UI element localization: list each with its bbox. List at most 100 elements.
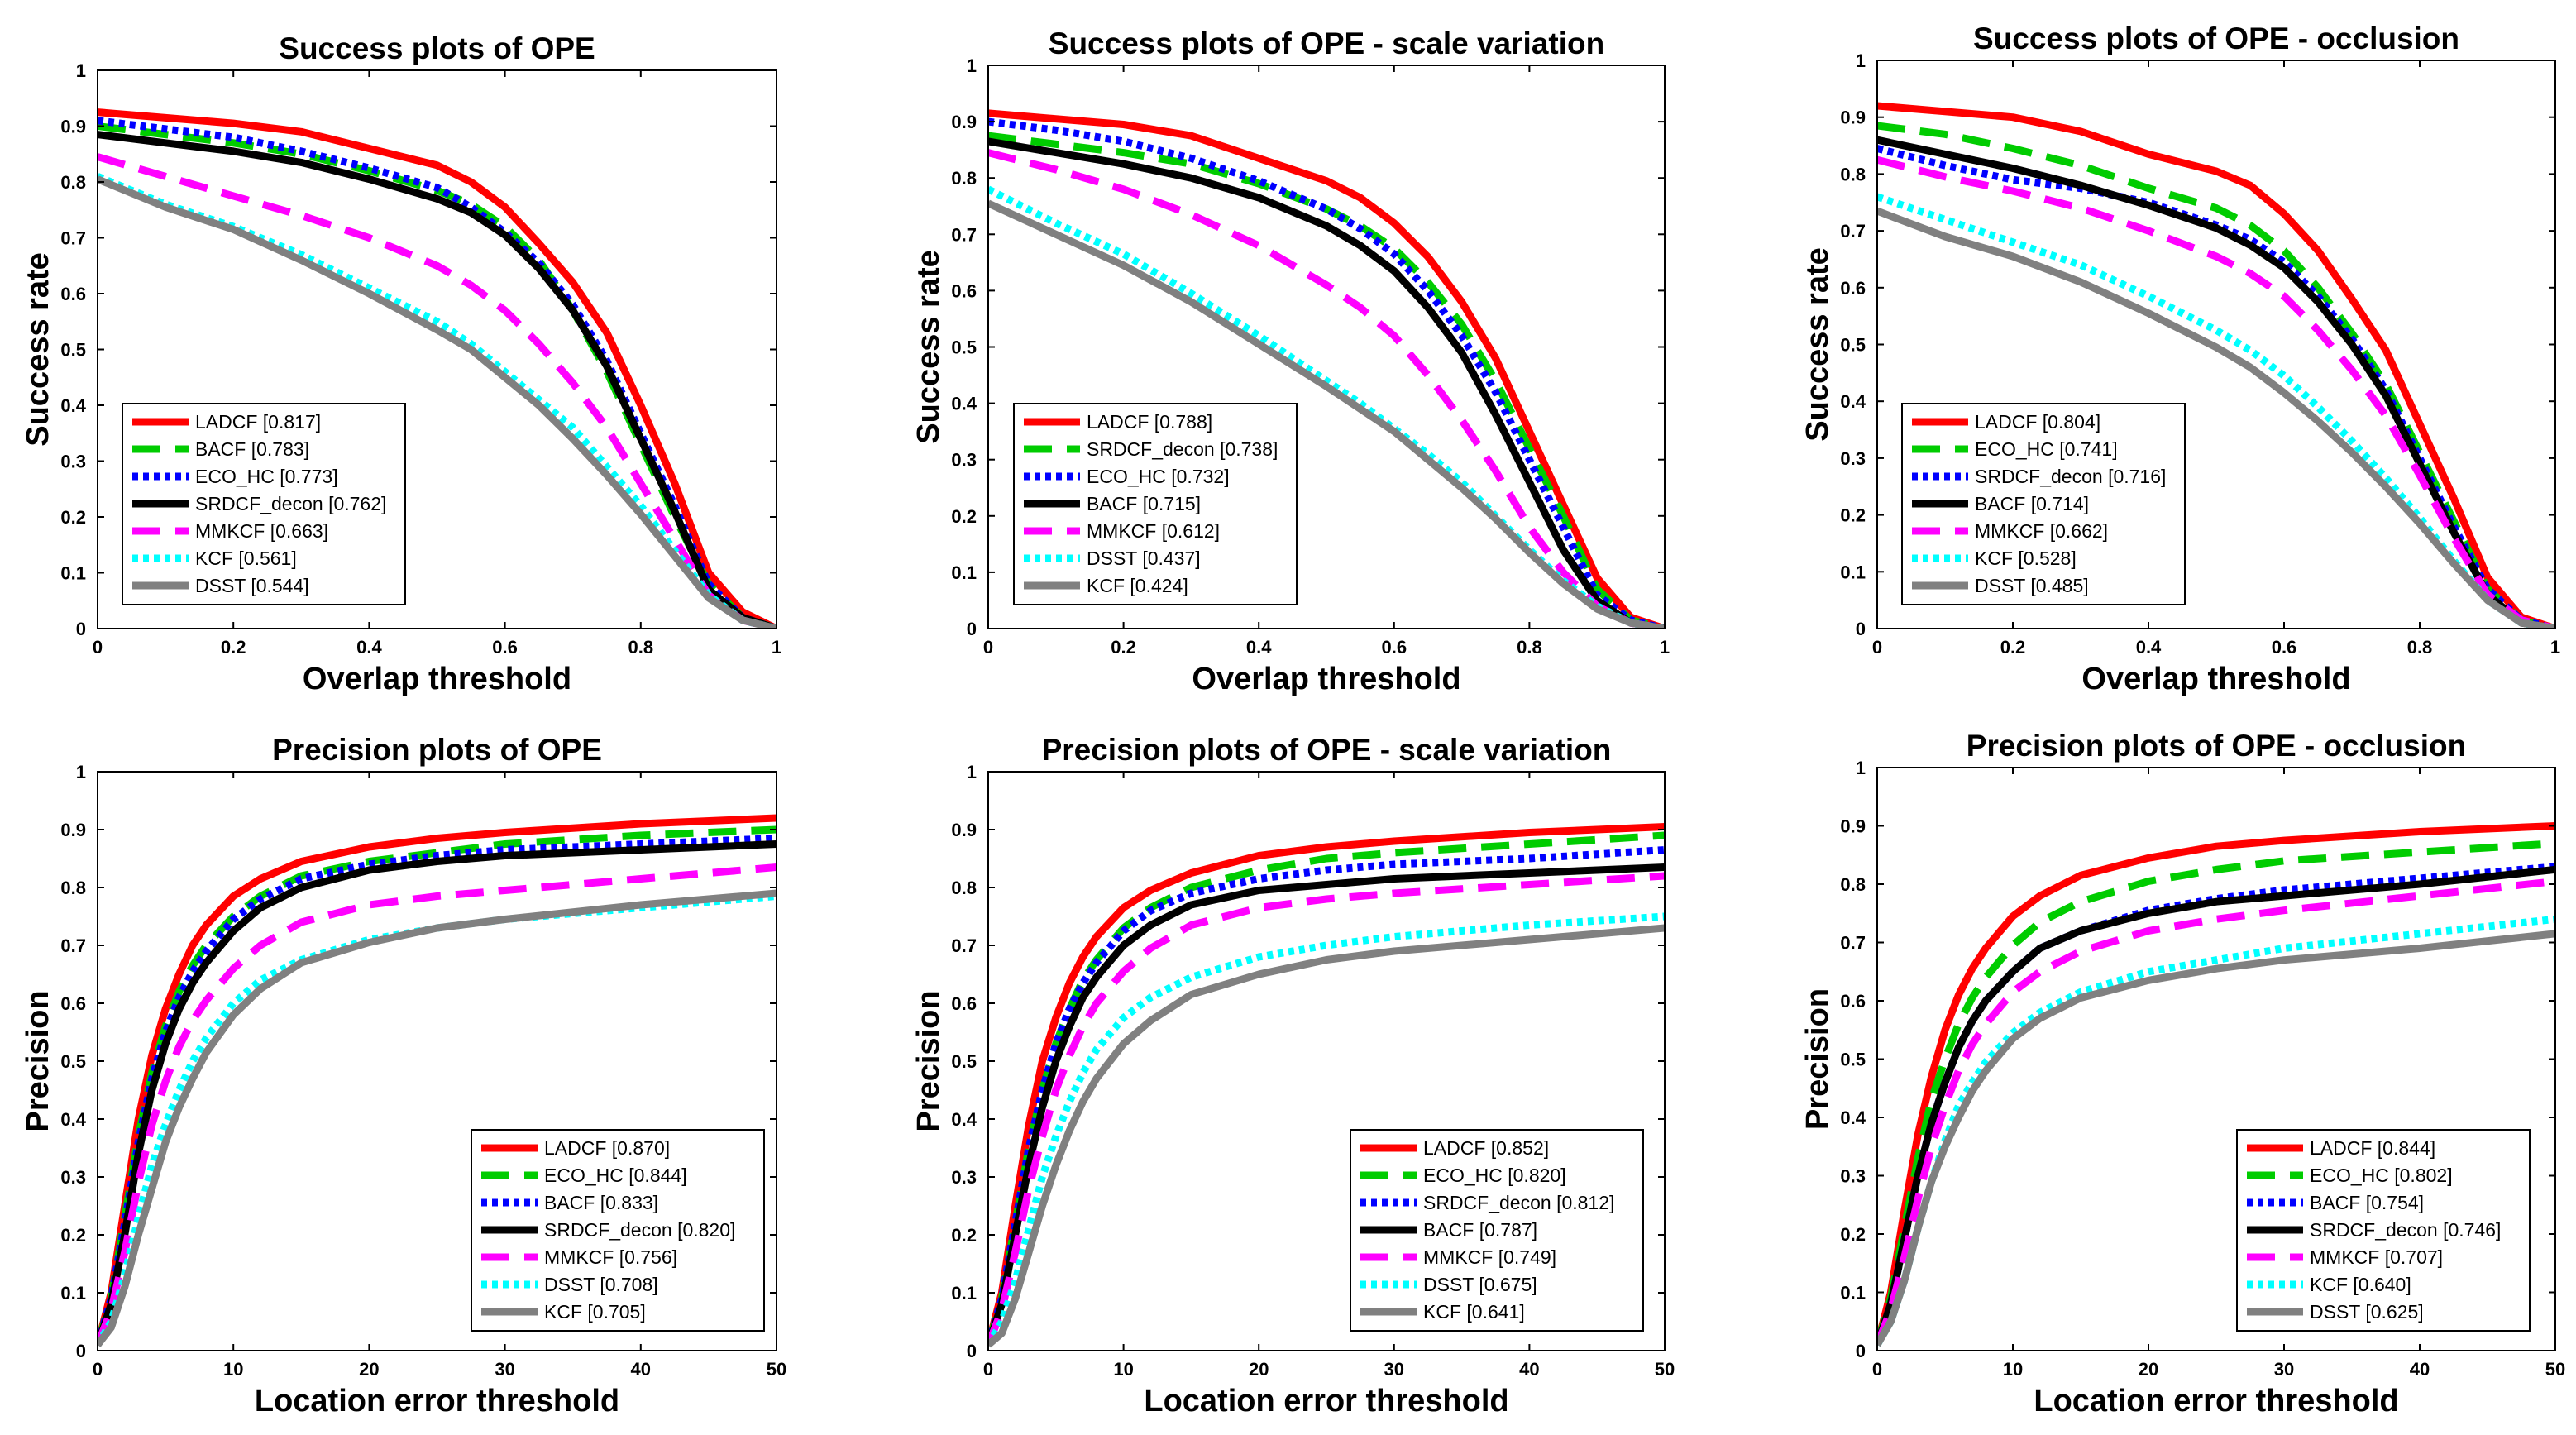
y-tick-label: 0.2 [60, 1225, 86, 1246]
y-tick-label: 0.7 [951, 224, 977, 245]
legend-entry-eco_hc: ECO_HC [0.844] [544, 1165, 687, 1186]
y-tick-label: 0.2 [1840, 505, 1866, 526]
y-tick-label: 1 [1856, 758, 1866, 778]
y-tick-label: 0.3 [1840, 1166, 1866, 1187]
legend-entry-ladcf: LADCF [0.852] [1423, 1137, 1549, 1159]
y-tick-label: 0.8 [951, 168, 977, 189]
series-group [1877, 102, 2555, 629]
y-axis-label: Precision [1800, 988, 1835, 1130]
legend-entry-eco_hc: ECO_HC [0.732] [1087, 466, 1230, 487]
chart-panel-6: Precision plots of OPE - occlusion Locati… [1800, 729, 2565, 1418]
legend-entry-mmkcf: MMKCF [0.749] [1423, 1246, 1556, 1268]
legend-entry-dsst: DSST [0.625] [2310, 1301, 2424, 1323]
x-axis-label: Overlap threshold [2081, 662, 2350, 696]
y-tick-label: 0.7 [60, 228, 86, 249]
x-tick-label: 20 [1249, 1359, 1269, 1380]
chart-title: Precision plots of OPE - scale variation [1042, 733, 1612, 767]
legend-entry-eco_hc: ECO_HC [0.820] [1423, 1165, 1566, 1186]
series-line-srdcf_decon [98, 840, 777, 1347]
x-tick-label: 0.2 [2000, 637, 2026, 658]
x-tick-label: 10 [2003, 1359, 2023, 1380]
y-tick-label: 1 [76, 60, 86, 81]
x-tick-label: 50 [1655, 1359, 1675, 1380]
series-line-eco_hc [1877, 839, 2555, 1347]
chart-panel-5: Precision plots of OPE - scale variation… [911, 733, 1675, 1418]
y-tick-label: 0.6 [1840, 278, 1866, 299]
y-tick-label: 0.1 [951, 562, 977, 583]
y-tick-label: 0.6 [1840, 991, 1866, 1012]
x-tick-label: 0.8 [2407, 637, 2433, 658]
y-tick-label: 0.7 [1840, 221, 1866, 242]
legend-entry-dsst: DSST [0.437] [1087, 548, 1201, 569]
y-tick-label: 0.3 [1840, 448, 1866, 469]
y-tick-label: 0.3 [951, 450, 977, 471]
legend: LADCF [0.804] ECO_HC [0.741] SRDCF_decon [… [1901, 403, 2186, 605]
y-tick-label: 0 [1856, 1341, 1866, 1361]
legend: LADCF [0.852] ECO_HC [0.820] SRDCF_decon [… [1350, 1129, 1644, 1332]
legend-entry-mmkcf: MMKCF [0.663] [195, 520, 328, 542]
x-axis-label: Location error threshold [255, 1384, 619, 1418]
legend-entry-srdcf_decon: SRDCF_decon [0.716] [1975, 466, 2166, 487]
y-tick-label: 0.5 [60, 1051, 86, 1072]
y-axis-label: Precision [911, 990, 946, 1131]
y-tick-label: 0.4 [1840, 391, 1866, 412]
legend-entry-bacf: BACF [0.714] [1975, 493, 2089, 514]
chart-title: Success plots of OPE [279, 31, 595, 65]
y-tick-label: 0.3 [60, 452, 86, 472]
x-tick-label: 1 [772, 637, 781, 658]
chart-title: Success plots of OPE - scale variation [1049, 26, 1604, 60]
y-tick-label: 0.5 [951, 337, 977, 358]
y-tick-label: 0.9 [1840, 108, 1866, 128]
legend-entry-kcf: KCF [0.561] [195, 548, 297, 569]
x-tick-label: 0 [93, 637, 103, 658]
y-tick-label: 0.3 [951, 1167, 977, 1188]
x-tick-label: 0.4 [356, 637, 382, 658]
y-tick-label: 0.2 [60, 507, 86, 528]
series-group [988, 109, 1665, 629]
x-tick-label: 0 [93, 1359, 103, 1380]
series-line-mmkcf [98, 863, 777, 1347]
y-tick-label: 0 [76, 619, 86, 639]
y-tick-label: 0.7 [60, 935, 86, 956]
legend-entry-mmkcf: MMKCF [0.612] [1087, 520, 1220, 542]
series-line-srdcf_decon [98, 131, 777, 629]
legend: LADCF [0.870] ECO_HC [0.844] BACF [0.833] S… [471, 1129, 765, 1332]
x-tick-label: 0.6 [492, 637, 518, 658]
series-line-dsst [1877, 207, 2555, 629]
y-tick-label: 0.9 [60, 820, 86, 840]
series-line-dsst [988, 912, 1665, 1347]
series-line-ladcf [988, 109, 1665, 629]
y-tick-label: 0.3 [60, 1167, 86, 1188]
y-tick-label: 0.9 [1840, 816, 1866, 837]
legend: LADCF [0.844] ECO_HC [0.802] BACF [0.754] S… [2236, 1129, 2531, 1332]
x-tick-label: 1 [2550, 637, 2560, 658]
y-tick-label: 0.6 [60, 993, 86, 1014]
y-tick-label: 0.9 [60, 117, 86, 137]
y-tick-label: 0.6 [951, 280, 977, 301]
y-tick-label: 0.8 [60, 878, 86, 898]
legend-entry-eco_hc: ECO_HC [0.741] [1975, 438, 2118, 460]
chart-title: Precision plots of OPE [272, 733, 602, 767]
y-tick-label: 0.2 [951, 1225, 977, 1246]
legend-entry-ladcf: LADCF [0.870] [544, 1137, 670, 1159]
series-line-ladcf [1877, 822, 2555, 1347]
y-tick-label: 0.8 [60, 172, 86, 193]
x-tick-label: 40 [2410, 1359, 2430, 1380]
series-group [98, 814, 777, 1347]
x-tick-label: 40 [631, 1359, 651, 1380]
x-tick-label: 0.6 [1382, 637, 1407, 658]
y-tick-label: 1 [76, 762, 86, 782]
legend-entry-kcf: KCF [0.640] [2310, 1274, 2411, 1295]
legend-entry-bacf: BACF [0.783] [195, 438, 309, 460]
y-axis-label: Precision [21, 990, 55, 1131]
legend-entry-bacf: BACF [0.715] [1087, 493, 1201, 514]
y-tick-label: 0.6 [60, 284, 86, 304]
y-tick-label: 0.8 [951, 878, 977, 898]
series-line-bacf [98, 835, 777, 1347]
series-line-dsst [1877, 930, 2555, 1347]
x-tick-label: 0 [1872, 1359, 1882, 1380]
legend-entry-ladcf: LADCF [0.804] [1975, 411, 2100, 433]
y-tick-label: 0.2 [1840, 1224, 1866, 1245]
x-tick-label: 20 [359, 1359, 379, 1380]
